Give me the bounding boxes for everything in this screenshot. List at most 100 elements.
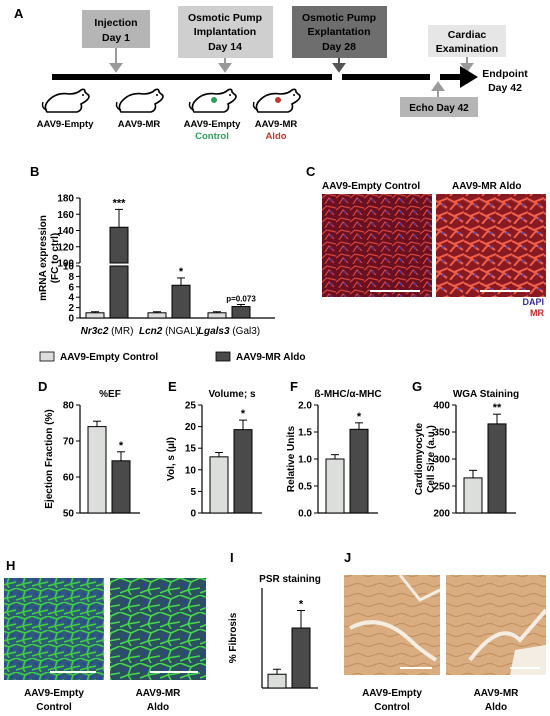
chart-title: ß-MHC/α-MHC xyxy=(314,389,381,400)
y-axis-label: (FC to ctrl) xyxy=(50,233,61,284)
svg-text:Control: Control xyxy=(374,702,410,713)
panel-h: H AAV9-Empty Control AAV9-MR Aldo xyxy=(4,558,206,713)
panel-letter-f: F xyxy=(290,379,298,394)
panel-a: A Injection Day 1 Osmotic Pump Implantat… xyxy=(14,6,528,142)
y-tick-label: 5 xyxy=(190,487,196,498)
svg-text:Osmotic Pump: Osmotic Pump xyxy=(302,12,376,24)
pump-dot xyxy=(211,97,217,103)
panel-letter-i: I xyxy=(230,550,234,565)
bar-aldo xyxy=(109,265,129,319)
chart-f: ß-MHC/α-MHC 0.0 0.5 1.0 1.5 2.0 * Relative Unit… xyxy=(286,389,382,520)
svg-text:Examination: Examination xyxy=(436,43,498,55)
svg-text:Cardiac: Cardiac xyxy=(448,29,487,41)
y-axis-label: Ejection Fraction (%) xyxy=(44,409,55,508)
svg-text:AAV9-MR: AAV9-MR xyxy=(118,119,161,130)
pump-dot xyxy=(275,97,281,103)
y-tick-label: 20 xyxy=(185,422,197,433)
panel-c: C AAV9-Empty Control AAV9-MR Aldo DAPI M… xyxy=(306,164,546,318)
y-tick-label: 180 xyxy=(57,194,74,205)
x-tick-label: Lcn2 (NGAL) xyxy=(139,326,199,337)
chart-title: WGA Staining xyxy=(453,389,519,400)
y-axis-label: Vol, s (µl) xyxy=(166,437,177,481)
svg-text:AAV9-Empty: AAV9-Empty xyxy=(184,119,242,130)
panel-j: J AAV9-Empty Control AAV9-MR Aldo xyxy=(344,550,548,713)
panel-letter-j: J xyxy=(344,550,351,565)
micrograph-c-aldo xyxy=(436,194,546,297)
chart-title: %EF xyxy=(99,389,121,400)
chart-title: Volume; s xyxy=(208,389,255,400)
svg-text:AAV9-Empty Control: AAV9-Empty Control xyxy=(322,181,420,192)
chart-title: PSR staining xyxy=(259,574,321,585)
svg-text:Day 28: Day 28 xyxy=(322,41,356,53)
svg-text:Day 14: Day 14 xyxy=(208,41,242,53)
mouse-tail xyxy=(41,101,48,111)
svg-text:Day 42: Day 42 xyxy=(488,82,522,94)
y-tick-label: 10 xyxy=(185,465,197,476)
mouse-tail xyxy=(188,101,195,111)
x-tick-label: Nr3c2 (MR) xyxy=(81,326,134,337)
bar-aldo xyxy=(291,627,311,689)
bar-control xyxy=(85,312,105,319)
significance-label: * xyxy=(299,599,304,611)
svg-text:Aldo: Aldo xyxy=(485,702,507,713)
mouse-icons xyxy=(41,88,301,113)
mouse-tail xyxy=(115,101,122,111)
bar-aldo xyxy=(171,284,191,319)
svg-text:Explantation: Explantation xyxy=(307,26,370,38)
timeline-bar xyxy=(52,66,478,88)
chart-i: PSR staining * % Fibrosis xyxy=(228,574,321,689)
y-tick-label: 50 xyxy=(63,509,75,520)
y-tick-label: 350 xyxy=(433,428,450,439)
y-tick-label: 6 xyxy=(68,282,74,293)
cardiac-box xyxy=(428,25,506,57)
y-tick-label: 250 xyxy=(433,482,450,493)
y-tick-label: 120 xyxy=(57,242,74,253)
svg-text:Echo Day 42: Echo Day 42 xyxy=(409,103,469,114)
y-tick-label: 300 xyxy=(433,455,450,466)
y-tick-label: 15 xyxy=(185,444,197,455)
bar-aldo xyxy=(233,429,253,514)
y-tick-label: 140 xyxy=(57,226,74,237)
y-tick-label: 400 xyxy=(433,401,450,412)
legend: AAV9-Empty Control AAV9-MR Aldo xyxy=(39,351,305,363)
bar-control xyxy=(87,426,107,514)
significance-label: * xyxy=(241,408,246,420)
explantation-box xyxy=(292,6,387,58)
y-tick-label: 2 xyxy=(68,303,74,314)
panel-letter-e: E xyxy=(168,379,177,394)
mouse-icon xyxy=(41,88,90,113)
svg-text:AAV9-Empty: AAV9-Empty xyxy=(362,688,422,699)
y-tick-label: 0.5 xyxy=(298,482,312,493)
y-tick-label: 4 xyxy=(68,293,74,304)
y-tick-label: 160 xyxy=(57,210,74,221)
panel-letter-b: B xyxy=(30,164,39,179)
significance-label: *** xyxy=(113,197,127,209)
legend-swatch-aldo xyxy=(215,351,231,362)
y-tick-label: 0 xyxy=(190,509,196,520)
echo-box xyxy=(400,97,478,117)
svg-text:MR: MR xyxy=(530,308,544,318)
implantation-box xyxy=(178,6,273,58)
svg-text:DAPI: DAPI xyxy=(522,297,544,307)
legend-control: AAV9-Empty Control xyxy=(60,352,158,363)
svg-text:AAV9-Empty: AAV9-Empty xyxy=(37,119,95,130)
significance-label: * xyxy=(179,266,184,278)
mouse-eye xyxy=(293,94,295,96)
svg-text:Osmotic Pump: Osmotic Pump xyxy=(188,12,262,24)
mouse-icon xyxy=(188,88,237,113)
bar-aldo xyxy=(111,460,131,514)
y-tick-label: 8 xyxy=(68,272,74,283)
significance-label: * xyxy=(357,411,362,423)
y-axis-label: % Fibrosis xyxy=(228,612,239,663)
y-tick-label: 1.0 xyxy=(298,455,312,466)
significance-label: * xyxy=(119,440,124,452)
chart-g: WGA Staining 200 250 300 350 400 ** Cardiomyocy… xyxy=(414,389,519,520)
y-axis-label: Cell Size (a.u.) xyxy=(426,425,437,493)
y-tick-label: 200 xyxy=(433,509,450,520)
endpoint-label: Endpoint xyxy=(482,68,528,80)
legend-swatch-control xyxy=(39,351,55,362)
y-tick-label: 60 xyxy=(63,473,75,484)
y-tick-label: 2.0 xyxy=(298,401,312,412)
bar-control xyxy=(147,312,167,319)
